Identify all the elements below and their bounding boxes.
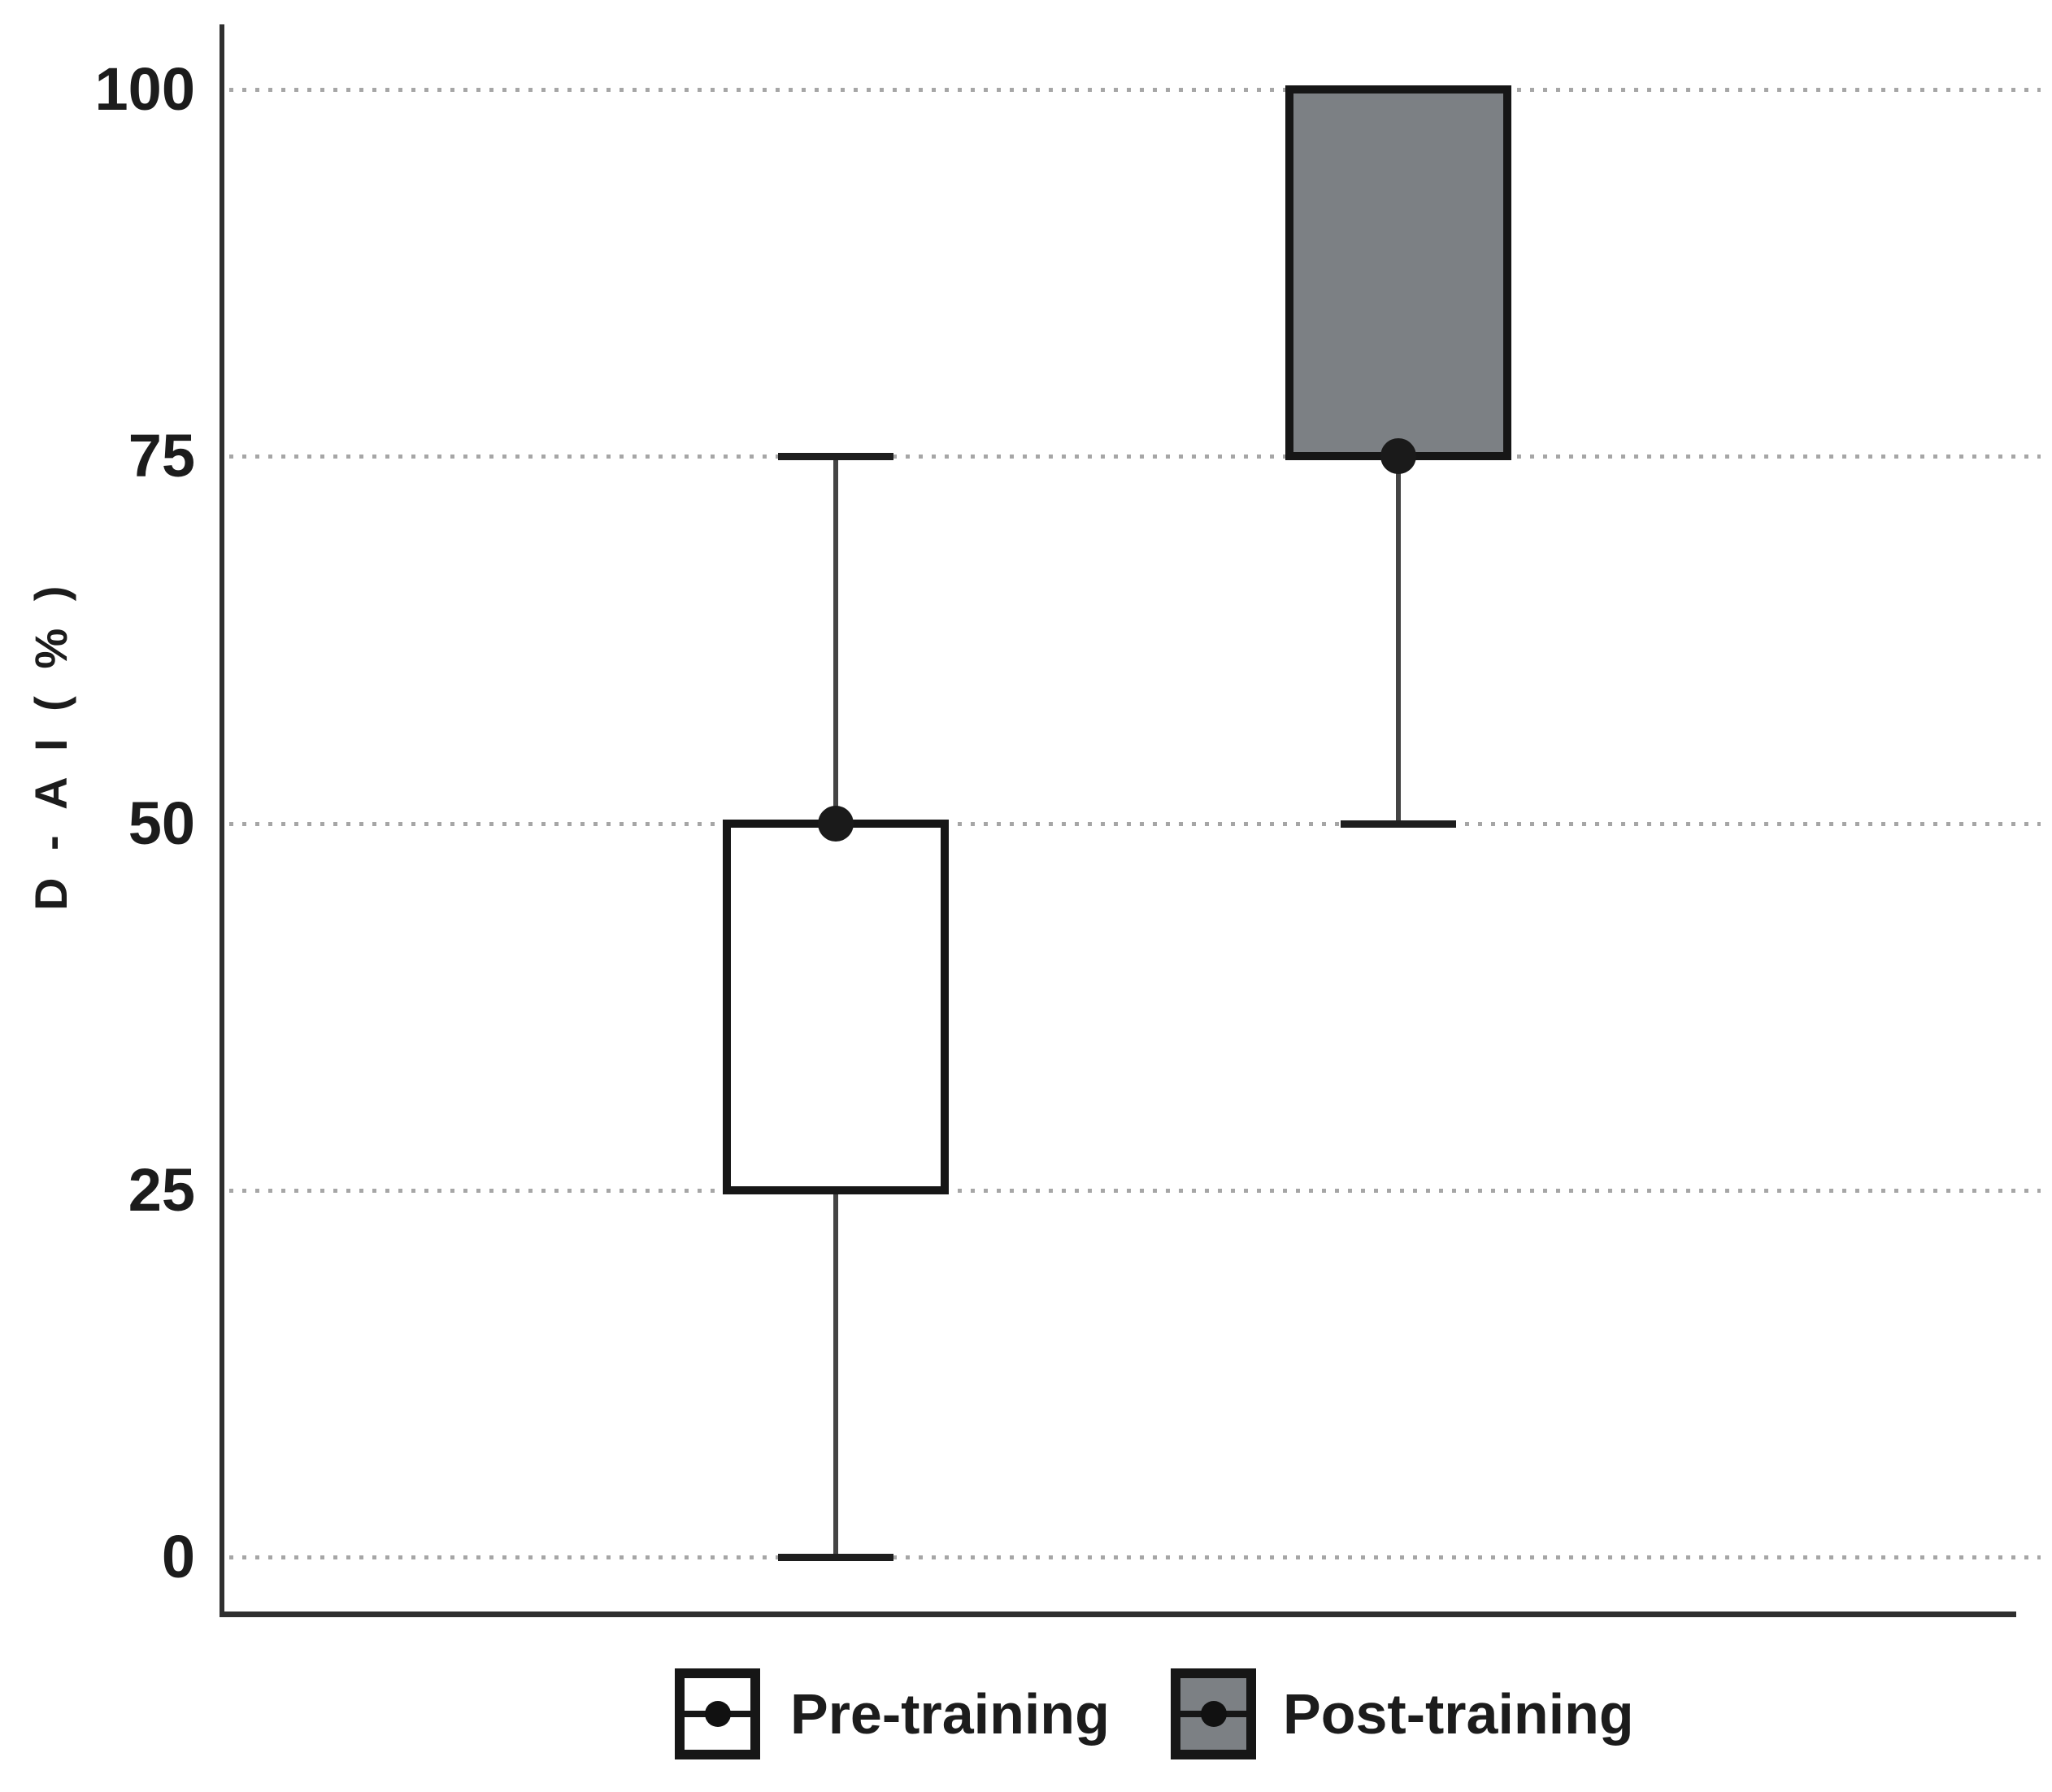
whisker-cap-lower-pre-training [778,1554,893,1561]
gridline-75 [229,455,2041,459]
legend-median-dot-icon [1200,1701,1227,1727]
y-tick-label-75: 75 [128,422,195,489]
gridline-50 [229,822,2041,826]
gridline-0 [229,1555,2041,1559]
legend-swatch-pre-training-icon [675,1668,760,1759]
gridline-25 [229,1189,2041,1193]
median-dot-pre-training [818,806,854,842]
y-axis-line [220,24,224,1616]
x-axis-line [220,1611,2016,1617]
median-dot-post-training [1380,438,1416,474]
box-pre-training [723,820,949,1194]
gridline-100 [229,88,2041,92]
y-axis-title: D - A I ( % ) [25,578,76,911]
legend-median-dot-icon [704,1701,731,1727]
whisker-line-lower-post-training [1396,460,1401,824]
whisker-line-lower-pre-training [833,1194,838,1557]
whisker-cap-lower-post-training [1341,820,1456,828]
whisker-cap-upper-pre-training [778,453,893,460]
legend-label-post-training: Post-training [1283,1682,1634,1746]
whisker-line-upper-pre-training [833,456,838,820]
y-tick-label-0: 0 [161,1523,195,1590]
legend-label-pre-training: Pre-training [790,1682,1110,1746]
y-tick-label-100: 100 [94,55,195,123]
box-post-training [1285,85,1511,460]
y-tick-label-25: 25 [128,1156,195,1224]
y-tick-label-50: 50 [128,789,195,857]
legend-swatch-post-training-icon [1171,1668,1256,1759]
